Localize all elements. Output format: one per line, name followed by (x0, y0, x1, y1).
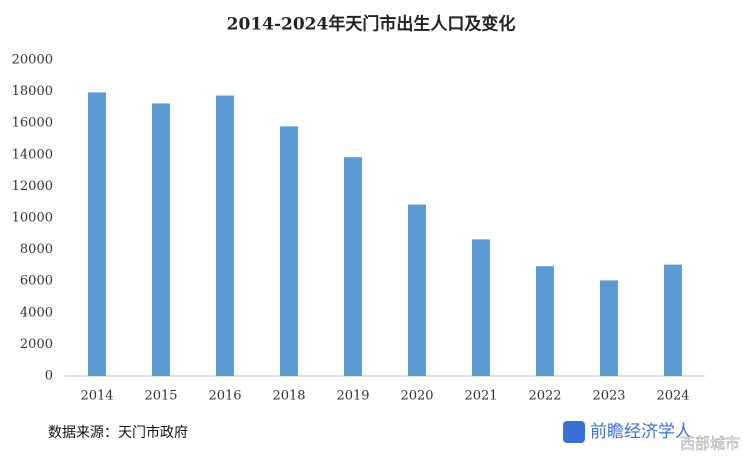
y-tick-label: 14000 (12, 147, 53, 162)
x-tick-label: 2015 (144, 389, 177, 404)
y-tick-label: 2000 (20, 337, 53, 352)
logo-icon (563, 421, 585, 443)
y-tick-label: 16000 (12, 116, 53, 131)
bar (408, 204, 426, 376)
bar (472, 239, 490, 376)
y-tick-label: 4000 (20, 305, 53, 320)
watermark: 西部城市 (680, 435, 740, 453)
x-tick-label: 2014 (80, 389, 113, 404)
x-tick-label: 2020 (400, 389, 433, 404)
y-tick-label: 6000 (20, 274, 53, 289)
x-tick-label: 2019 (336, 389, 369, 404)
x-tick-label: 2022 (528, 389, 561, 404)
x-tick-label: 2018 (272, 389, 305, 404)
bar (280, 126, 298, 376)
bar (344, 157, 362, 376)
y-tick-label: 12000 (12, 179, 53, 194)
bar (88, 92, 106, 376)
x-tick-label: 2021 (464, 389, 497, 404)
y-tick-label: 20000 (12, 53, 53, 68)
source-note: 数据来源：天门市政府 (48, 424, 188, 441)
bar (600, 280, 618, 376)
y-tick-label: 8000 (20, 242, 53, 257)
bar (664, 264, 682, 376)
x-tick-label: 2023 (592, 389, 625, 404)
logo-text: 前瞻经济学人 (590, 422, 692, 442)
chart-title: 2014-2024年天门市出生人口及变化 (227, 14, 516, 35)
x-tick-label: 2024 (656, 389, 689, 404)
bar (152, 103, 170, 376)
y-tick-label: 0 (45, 369, 53, 384)
x-tick-label: 2016 (208, 389, 241, 404)
y-tick-label: 18000 (12, 84, 53, 99)
bar (216, 95, 234, 377)
bar (536, 266, 554, 376)
y-tick-label: 10000 (12, 211, 53, 226)
